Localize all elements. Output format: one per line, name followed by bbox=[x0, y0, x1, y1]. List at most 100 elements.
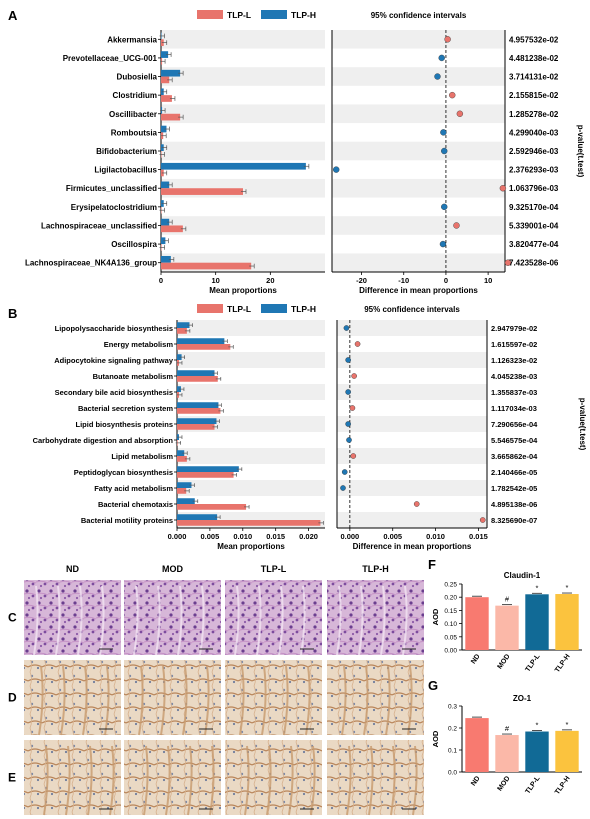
row-band-left bbox=[161, 141, 325, 161]
y-axis-title: AOD bbox=[431, 608, 440, 625]
row-band-right bbox=[337, 416, 487, 432]
diff-x-tick-label: 10 bbox=[484, 276, 492, 285]
category-label: Lachnospiraceae_NK4A136_group bbox=[25, 259, 157, 268]
tissue-structure bbox=[310, 745, 316, 816]
diff-point bbox=[343, 325, 350, 331]
category-label: Bacterial motility proteins bbox=[81, 516, 173, 525]
p-value: 4.895138e-06 bbox=[491, 500, 537, 509]
x-tick-label: 10 bbox=[211, 276, 219, 285]
legend-label-tlp-l: TLP-L bbox=[227, 304, 251, 314]
y-axis-title: AOD bbox=[431, 730, 440, 747]
diff-point bbox=[346, 437, 352, 443]
p-value: 2.947979e-02 bbox=[491, 324, 537, 333]
tissue-structure bbox=[43, 745, 49, 816]
p-value: 5.546575e-04 bbox=[491, 436, 538, 445]
bar-tlp-l bbox=[525, 731, 549, 772]
legend-swatch-tlp-l bbox=[197, 304, 223, 313]
diff-point bbox=[340, 485, 346, 491]
tissue-structure bbox=[380, 585, 386, 656]
tissue-structure bbox=[187, 745, 193, 816]
tissue-structure bbox=[160, 665, 166, 736]
p-value: 9.325170e-04 bbox=[509, 203, 559, 212]
p-value: 3.665862e-04 bbox=[491, 452, 538, 461]
bar-tlp-h bbox=[177, 370, 215, 376]
x-tick-label: 0.005 bbox=[200, 532, 219, 541]
diff-point bbox=[345, 421, 351, 427]
category-label: Bacterial secretion system bbox=[78, 404, 173, 413]
diff-point bbox=[434, 73, 441, 80]
tissue-structure bbox=[109, 745, 115, 816]
x-axis-title: Mean proportions bbox=[209, 286, 277, 295]
row-band-left bbox=[161, 30, 325, 49]
category-label: Dubosiella bbox=[117, 73, 158, 82]
tissue-structure bbox=[390, 745, 396, 816]
tissue-structure bbox=[363, 665, 369, 736]
y-tick-label: 0.20 bbox=[444, 595, 457, 602]
y-tick-label: 0.00 bbox=[444, 648, 457, 655]
y-tick-label: 0.1 bbox=[448, 748, 457, 755]
ci-title: 95% confidence intervals bbox=[364, 305, 460, 314]
tissue-structure bbox=[305, 665, 311, 736]
bar-tlp-l bbox=[161, 113, 181, 121]
tissue-structure bbox=[138, 665, 144, 736]
bar-tlp-l bbox=[177, 408, 221, 414]
diff-x-tick-label: 0.010 bbox=[426, 532, 445, 541]
diff-point bbox=[350, 453, 357, 459]
diff-point bbox=[345, 357, 351, 363]
ci-title: 95% confidence intervals bbox=[371, 11, 467, 20]
tissue-structure bbox=[283, 665, 289, 736]
panel-a: A TLP-L TLP-H 95% confidence intervals Akker… bbox=[8, 8, 585, 295]
row-band-right bbox=[332, 67, 505, 86]
tissue-structure bbox=[300, 585, 306, 656]
p-value: 1.355837e-03 bbox=[491, 388, 537, 397]
tissue-structure bbox=[33, 585, 39, 656]
tissue-structure bbox=[341, 665, 347, 736]
bar-tlp-l bbox=[177, 520, 321, 526]
histology-column-label: MOD bbox=[162, 564, 183, 574]
bar-tlp-h bbox=[177, 482, 192, 488]
diff-point bbox=[444, 36, 451, 43]
category-label: Lipopolysaccharide biosynthesis bbox=[55, 324, 173, 333]
category-label: Fatty acid metabolism bbox=[94, 484, 173, 493]
bar-nd bbox=[465, 597, 489, 650]
bar-tlp-l bbox=[177, 472, 234, 478]
bar-tlp-h bbox=[177, 514, 218, 520]
diff-point bbox=[354, 341, 361, 347]
diff-point bbox=[479, 517, 486, 523]
tissue-structure bbox=[87, 745, 93, 816]
bar-tlp-l bbox=[161, 76, 170, 84]
diff-point bbox=[351, 373, 357, 379]
bar-tlp-h bbox=[177, 450, 185, 456]
bar-tlp-l bbox=[525, 594, 549, 650]
row-band-right bbox=[332, 178, 505, 198]
tissue-structure bbox=[133, 585, 139, 656]
bar-tlp-l bbox=[161, 188, 243, 195]
row-band-right bbox=[337, 448, 487, 464]
significance-mark: * bbox=[566, 720, 569, 729]
histology-row-letter: C bbox=[8, 611, 17, 625]
diff-x-tick-label: 0 bbox=[444, 276, 448, 285]
bar-tlp-h bbox=[177, 498, 195, 504]
legend-label-tlp-l: TLP-L bbox=[227, 10, 251, 20]
bar-tlp-h bbox=[177, 418, 217, 424]
legend-label-tlp-h: TLP-H bbox=[291, 10, 316, 20]
category-label: Lipid metabolism bbox=[111, 452, 173, 461]
bar-mod bbox=[495, 735, 519, 772]
p-value: 5.339001e-04 bbox=[509, 221, 559, 230]
diff-point bbox=[449, 91, 456, 99]
tissue-structure bbox=[239, 665, 245, 736]
category-label: Butanoate metabolism bbox=[93, 372, 174, 381]
row-band-right bbox=[337, 352, 487, 368]
bar-tlp-h bbox=[177, 338, 225, 344]
tissue-structure bbox=[38, 665, 44, 736]
p-value: 2.376293e-03 bbox=[509, 166, 559, 175]
significance-mark: # bbox=[505, 724, 510, 733]
p-value: 1.126323e-02 bbox=[491, 356, 537, 365]
panel-letter: G bbox=[428, 678, 438, 693]
bar-tlp-l bbox=[177, 456, 187, 462]
significance-mark: * bbox=[536, 583, 539, 592]
panel-f: F Claudin-1 0.00 0.05 0.10 0.15 0.20 0.25 AOD ND #… bbox=[428, 557, 582, 674]
bar-tlp-h bbox=[161, 162, 306, 170]
p-value: 3.820477e-04 bbox=[509, 240, 559, 249]
y-tick-label: 0.15 bbox=[444, 608, 457, 615]
